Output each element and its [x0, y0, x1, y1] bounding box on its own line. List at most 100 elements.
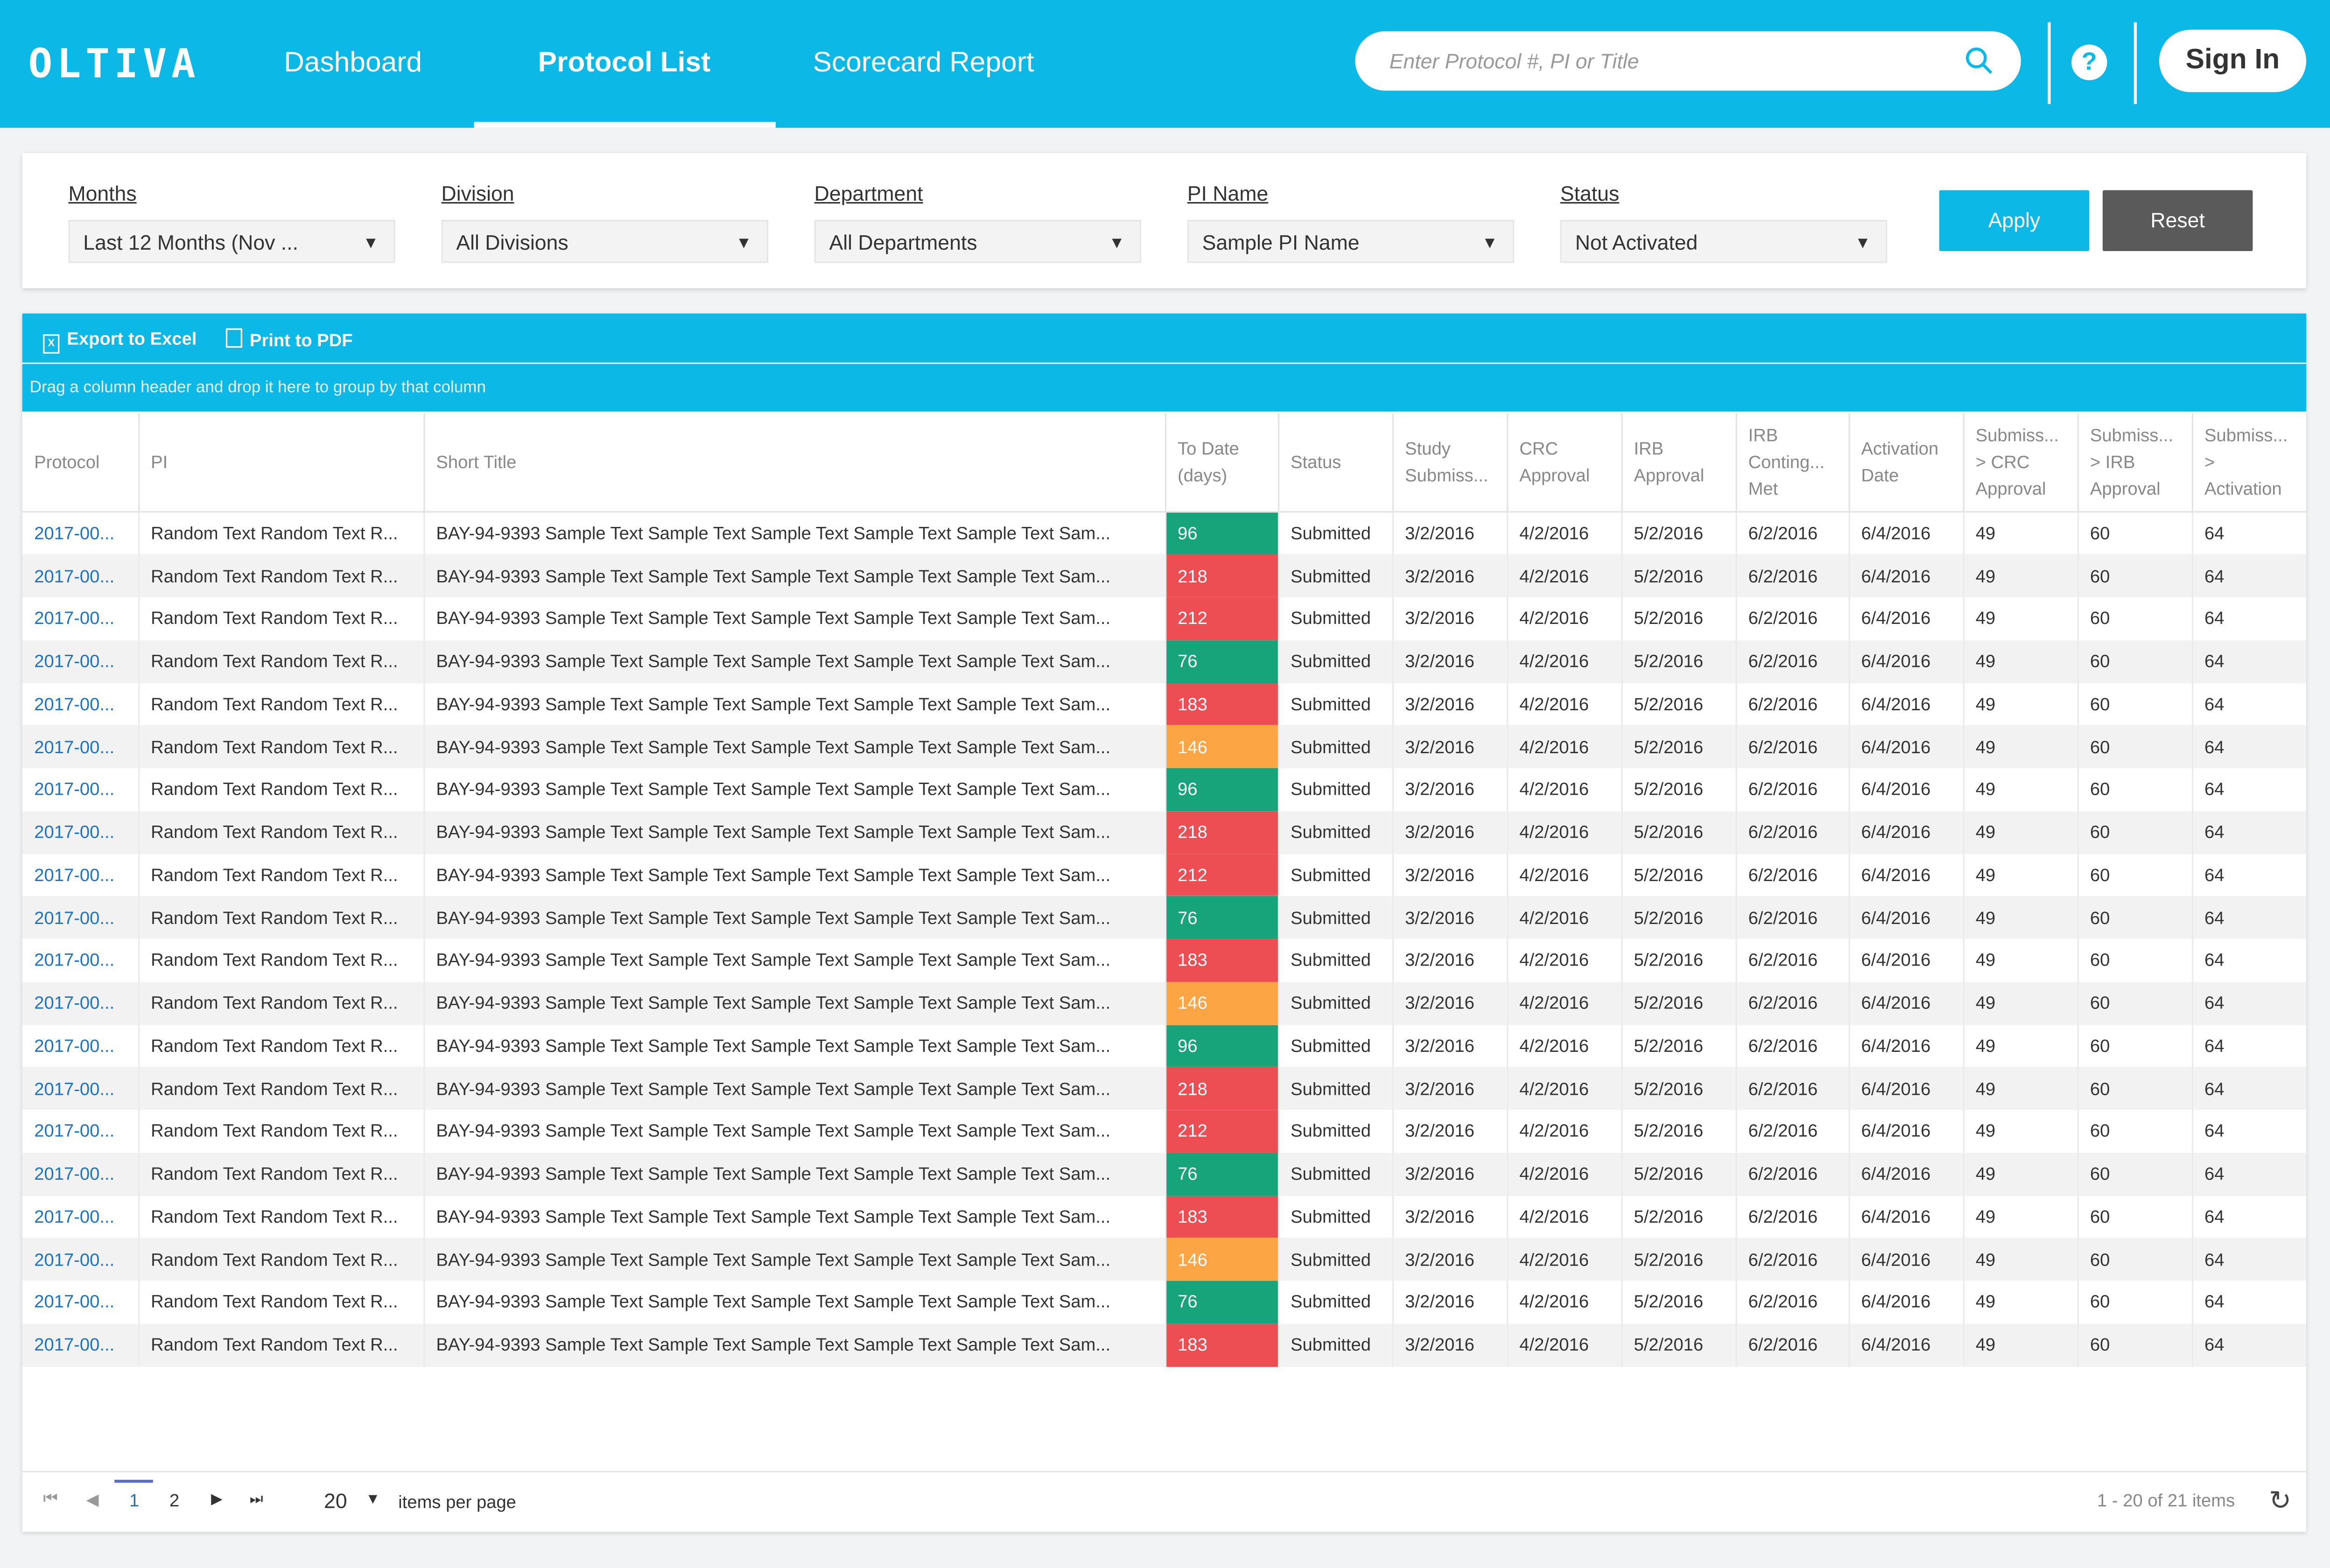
group-drop-area[interactable]: Drag a column header and drop it here to…	[22, 364, 2307, 412]
protocol-link[interactable]: 2017-00...	[34, 693, 115, 714]
protocol-link[interactable]: 2017-00...	[22, 1323, 139, 1366]
column-header[interactable]: To Date (days)	[1164, 413, 1278, 513]
months-select[interactable]: Last 12 Months (Nov ... ▼	[68, 220, 395, 263]
irb-contingencies-cell: 6/2/2016	[1734, 1152, 1849, 1196]
column-header[interactable]: IRB Conting... Met	[1734, 413, 1849, 513]
column-header[interactable]: Submiss... > IRB Approval	[2077, 413, 2192, 513]
protocol-link[interactable]: 2017-00...	[22, 896, 139, 939]
app-logo[interactable]: OLTIVA	[28, 42, 200, 88]
table-row[interactable]: 2017-00... Random Text Random Text R... BA…	[22, 768, 2307, 811]
crc-approval-cell: 4/2/2016	[1506, 640, 1621, 683]
column-header[interactable]: Status	[1277, 413, 1393, 513]
filter-panel: Months Last 12 Months (Nov ... ▼ Divisio…	[22, 153, 2307, 288]
protocol-link[interactable]: 2017-00...	[22, 1067, 139, 1110]
activation-date-cell: 6/4/2016	[1847, 1152, 1963, 1196]
protocol-link[interactable]: 2017-00...	[34, 523, 115, 544]
table-row[interactable]: 2017-00... Random Text Random Text R... BA…	[22, 1323, 2307, 1366]
refresh-icon[interactable]: ↻	[2269, 1485, 2292, 1516]
to-date-days-cell: 212	[1164, 1110, 1278, 1153]
pi-cell: Random Text Random Text R...	[137, 1323, 424, 1366]
protocol-link[interactable]: 2017-00...	[34, 1206, 115, 1227]
pi-cell: Random Text Random Text R...	[137, 896, 424, 939]
nav-tab-dashboard[interactable]: Dashboard	[284, 47, 422, 79]
protocol-link[interactable]: 2017-00...	[34, 864, 115, 886]
table-row[interactable]: 2017-00... Random Text Random Text R... BA…	[22, 1110, 2307, 1153]
export-excel-button[interactable]: X Export to Excel	[43, 329, 197, 354]
protocol-link[interactable]: 2017-00...	[22, 725, 139, 768]
sign-in-button[interactable]: Sign In	[2159, 29, 2307, 92]
table-row[interactable]: 2017-00... Random Text Random Text R... BA…	[22, 896, 2307, 939]
table-row[interactable]: 2017-00... Random Text Random Text R... BA…	[22, 1024, 2307, 1067]
apply-button[interactable]: Apply	[1939, 190, 2090, 252]
status-select[interactable]: Not Activated ▼	[1560, 220, 1888, 263]
submission-irb-cell: 60	[2077, 768, 2192, 811]
table-row[interactable]: 2017-00... Random Text Random Text R... BA…	[22, 682, 2307, 726]
pi-cell: Random Text Random Text R...	[137, 1152, 424, 1196]
irb-approval-cell: 5/2/2016	[1620, 1067, 1736, 1110]
pi-name-select[interactable]: Sample PI Name ▼	[1187, 220, 1515, 263]
table-row[interactable]: 2017-00... Random Text Random Text R... BA…	[22, 1281, 2307, 1323]
table-row[interactable]: 2017-00... Random Text Random Text R... BA…	[22, 511, 2307, 555]
protocol-link[interactable]: 2017-00...	[22, 554, 139, 597]
submission-crc-cell: 49	[1962, 768, 2077, 811]
irb-contingencies-cell: 6/2/2016	[1734, 981, 1849, 1025]
column-header[interactable]: Activation Date	[1847, 413, 1963, 513]
protocol-link[interactable]: 2017-00...	[34, 1120, 115, 1142]
table-row[interactable]: 2017-00... Random Text Random Text R... BA…	[22, 725, 2307, 768]
next-page-icon[interactable]: ▶	[211, 1491, 223, 1508]
submission-activation-cell: 64	[2191, 1024, 2307, 1067]
protocol-link[interactable]: 2017-00...	[34, 1291, 115, 1313]
table-row[interactable]: 2017-00... Random Text Random Text R... BA…	[22, 854, 2307, 896]
table-row[interactable]: 2017-00... Random Text Random Text R... BA…	[22, 1195, 2307, 1238]
column-header[interactable]: Protocol	[22, 413, 139, 513]
column-header[interactable]: CRC Approval	[1506, 413, 1621, 513]
table-row[interactable]: 2017-00... Random Text Random Text R... BA…	[22, 939, 2307, 982]
print-pdf-button[interactable]: Print to PDF	[225, 328, 353, 350]
column-header[interactable]: IRB Approval	[1620, 413, 1736, 513]
table-row[interactable]: 2017-00... Random Text Random Text R... BA…	[22, 1067, 2307, 1110]
status-cell: Submitted	[1277, 939, 1393, 982]
protocol-link[interactable]: 2017-00...	[22, 1238, 139, 1281]
department-select[interactable]: All Departments ▼	[814, 220, 1142, 263]
table-row[interactable]: 2017-00... Random Text Random Text R... BA…	[22, 640, 2307, 683]
table-row[interactable]: 2017-00... Random Text Random Text R... BA…	[22, 554, 2307, 597]
nav-tab-scorecard-report[interactable]: Scorecard Report	[813, 47, 1034, 79]
prev-page-icon[interactable]: ◀	[86, 1491, 99, 1510]
protocol-link[interactable]: 2017-00...	[22, 811, 139, 854]
search-input[interactable]: Enter Protocol #, PI or Title	[1355, 31, 2021, 91]
irb-approval-cell: 5/2/2016	[1620, 854, 1736, 896]
column-header[interactable]: Short Title	[422, 413, 1165, 513]
help-icon[interactable]: ?	[2071, 44, 2107, 80]
submission-crc-cell: 49	[1962, 511, 2077, 555]
column-header[interactable]: Study Submiss...	[1391, 413, 1507, 513]
short-title-cell: BAY-94-9393 Sample Text Sample Text Samp…	[422, 554, 1165, 597]
table-row[interactable]: 2017-00... Random Text Random Text R... BA…	[22, 1152, 2307, 1196]
column-header[interactable]: PI	[137, 413, 424, 513]
caret-down-icon[interactable]: ▼	[365, 1491, 380, 1508]
crc-approval-cell: 4/2/2016	[1506, 1281, 1621, 1323]
nav-tab-protocol-list[interactable]: Protocol List	[538, 47, 711, 79]
protocol-link[interactable]: 2017-00...	[22, 1152, 139, 1196]
submission-crc-cell: 49	[1962, 682, 2077, 726]
reset-button[interactable]: Reset	[2102, 190, 2253, 252]
first-page-icon[interactable]: ⏮	[43, 1490, 58, 1508]
page-2-button[interactable]: 2	[169, 1490, 180, 1511]
protocol-link[interactable]: 2017-00...	[34, 779, 115, 800]
search-icon[interactable]	[1965, 46, 1994, 76]
protocol-link[interactable]: 2017-00...	[22, 981, 139, 1025]
protocol-link[interactable]: 2017-00...	[34, 608, 115, 629]
table-row[interactable]: 2017-00... Random Text Random Text R... BA…	[22, 597, 2307, 640]
division-select[interactable]: All Divisions ▼	[441, 220, 768, 263]
protocol-link[interactable]: 2017-00...	[34, 950, 115, 971]
table-row[interactable]: 2017-00... Random Text Random Text R... BA…	[22, 1238, 2307, 1281]
table-row[interactable]: 2017-00... Random Text Random Text R... BA…	[22, 811, 2307, 854]
per-page-select[interactable]: 20	[324, 1489, 347, 1512]
irb-contingencies-cell: 6/2/2016	[1734, 1110, 1849, 1153]
column-header[interactable]: Submiss... > CRC Approval	[1962, 413, 2077, 513]
table-row[interactable]: 2017-00... Random Text Random Text R... BA…	[22, 981, 2307, 1025]
page-1-button[interactable]: 1	[129, 1490, 140, 1511]
protocol-link[interactable]: 2017-00...	[34, 1035, 115, 1057]
last-page-icon[interactable]: ⏭	[249, 1491, 263, 1508]
protocol-link[interactable]: 2017-00...	[22, 640, 139, 683]
column-header[interactable]: Submiss... > Activation	[2191, 413, 2307, 513]
